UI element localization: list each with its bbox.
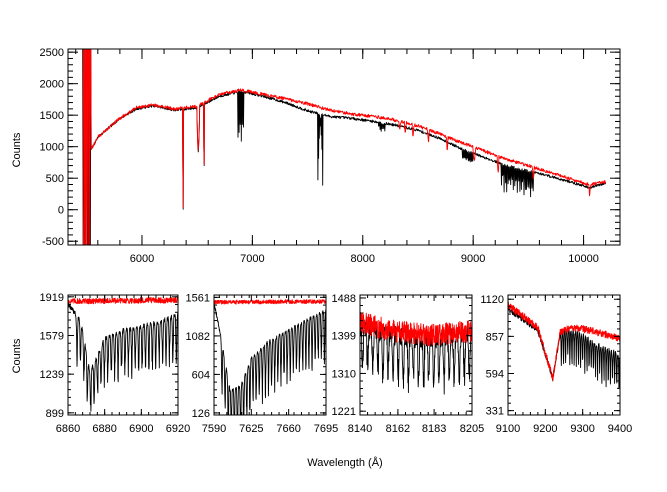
- ytick-label-inset-2-0: 126: [192, 408, 210, 420]
- xtick-label-inset-4-0: 9100: [496, 423, 520, 435]
- chart-marks: 6000 7000 8000 9000 10000 -500 0 500 1000 1500 200…: [40, 47, 633, 435]
- main-ylabel: Counts: [11, 132, 23, 167]
- xtick-label-inset-3-3: 8205: [460, 423, 484, 435]
- xtick-label-inset-2-0: 7590: [202, 423, 226, 435]
- xtick-label-main-2: 8000: [351, 253, 375, 265]
- ytick-label-inset-4-2: 857: [486, 331, 504, 343]
- ytick-label-main-3: 1000: [40, 142, 64, 154]
- ytick-label-main-6: 2500: [40, 47, 64, 59]
- ytick-label-inset-2-1: 604: [192, 369, 210, 381]
- ytick-label-inset-1-1: 1239: [40, 369, 64, 381]
- ytick-label-main-1: 0: [58, 205, 64, 217]
- xtick-label-inset-3-0: 8140: [348, 423, 372, 435]
- plot-area-inset-4: [508, 301, 620, 389]
- xtick-label-main-4: 10000: [568, 253, 599, 265]
- ytick-label-inset-4-0: 331: [486, 406, 504, 418]
- plot-area-inset-3: [360, 312, 472, 395]
- ytick-label-inset-3-3: 1488: [332, 293, 356, 305]
- frame-inset-4: [507, 294, 621, 416]
- series-corrected-inset-4: [508, 301, 620, 381]
- series-observed-inset-3: [360, 319, 472, 395]
- ytick-label-inset-3-2: 1399: [332, 331, 356, 343]
- frame-main: [67, 48, 621, 246]
- inset-ylabel: Counts: [11, 338, 23, 373]
- panel-inset-3: 8140 8162 8183 8205 1221 1310 1399 1488: [332, 293, 485, 435]
- ytick-label-main-5: 2000: [40, 79, 64, 91]
- plot-area-inset-1: [68, 296, 178, 412]
- xtick-label-inset-1-3: 6920: [166, 423, 190, 435]
- frame-inset-3: [359, 294, 473, 416]
- series-observed-inset-2: [214, 302, 326, 415]
- ytick-label-main-2: 500: [46, 173, 64, 185]
- plot-area-main: [82, 49, 607, 245]
- panel-inset-1: 6860 6880 6900 6920 899 1239 1579 1919: [40, 292, 191, 435]
- ytick-label-inset-3-0: 1221: [332, 406, 356, 418]
- ytick-label-inset-4-3: 1120: [480, 294, 504, 306]
- xtick-label-inset-3-2: 8183: [422, 423, 446, 435]
- ytick-label-inset-1-3: 1919: [40, 292, 64, 304]
- xtick-label-main-0: 6000: [130, 253, 154, 265]
- series-observed-inset-1: [68, 302, 178, 412]
- xtick-label-inset-4-2: 9300: [570, 423, 594, 435]
- frame-inset-2: [213, 294, 327, 416]
- xtick-label-inset-1-2: 6900: [129, 423, 153, 435]
- xtick-label-main-3: 9000: [461, 253, 485, 265]
- ytick-label-inset-1-0: 899: [46, 408, 64, 420]
- ytick-label-inset-1-2: 1579: [40, 330, 64, 342]
- series-corrected-main: [82, 49, 607, 245]
- ytick-label-main-0: -500: [42, 236, 64, 248]
- xtick-label-inset-4-1: 9200: [533, 423, 557, 435]
- series-observed-main: [82, 49, 607, 245]
- panel-inset-4: 9100 9200 9300 9400 331 594 857 1120: [480, 294, 632, 435]
- xtick-label-inset-4-3: 9400: [608, 423, 632, 435]
- panel-main: 6000 7000 8000 9000 10000 -500 0 500 1000 1500 200…: [40, 47, 621, 265]
- xlabel: Wavelength (Å): [307, 456, 382, 469]
- xtick-label-inset-2-3: 7695: [314, 423, 338, 435]
- series-corrected-inset-2: [214, 299, 326, 305]
- xtick-label-inset-1-1: 6880: [92, 423, 116, 435]
- xtick-label-inset-2-2: 7660: [276, 423, 300, 435]
- ytick-label-main-4: 1500: [40, 110, 64, 122]
- ytick-label-inset-4-1: 594: [486, 368, 504, 380]
- series-corrected-inset-1: [68, 296, 178, 305]
- series-corrected-inset-3: [360, 312, 472, 347]
- frame-inset-1: [67, 294, 179, 416]
- ytick-label-inset-3-1: 1310: [332, 368, 356, 380]
- xtick-label-inset-2-1: 7625: [239, 423, 263, 435]
- xtick-label-inset-3-1: 8162: [386, 423, 410, 435]
- panel-inset-2: 7590 7625 7660 7695 126 604 1082 1561: [186, 292, 339, 435]
- xtick-label-main-1: 7000: [240, 253, 264, 265]
- ytick-label-inset-2-2: 1082: [186, 331, 210, 343]
- xtick-label-inset-1-0: 6860: [56, 423, 80, 435]
- plot-area-inset-2: [214, 299, 326, 415]
- ytick-label-inset-2-3: 1561: [186, 292, 210, 304]
